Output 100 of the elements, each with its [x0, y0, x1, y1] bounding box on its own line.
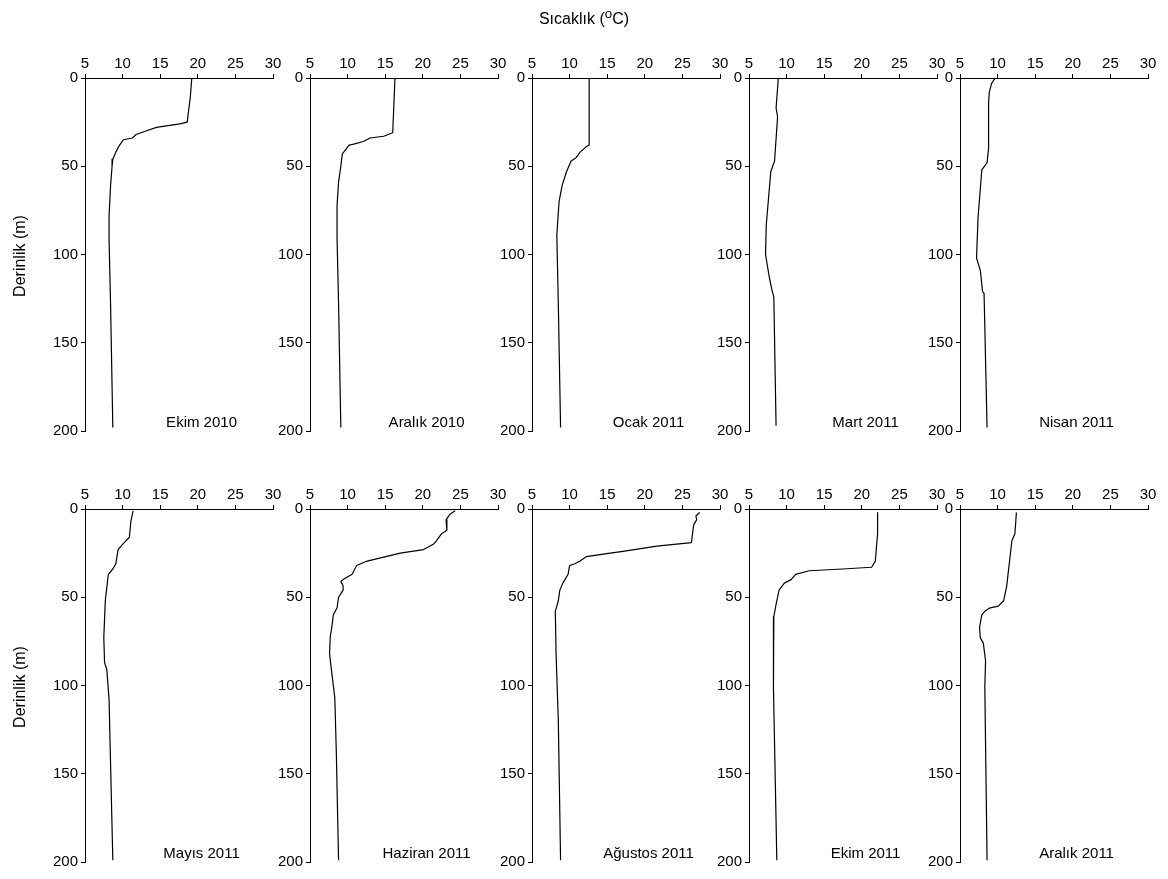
x-tick-label: 20: [1064, 485, 1082, 503]
y-tick-label: 150: [927, 763, 953, 781]
x-tick-label: 15: [1026, 54, 1044, 72]
x-tick-label: 25: [227, 54, 244, 72]
y-tick-label: 0: [516, 499, 525, 517]
text: Nisan 2011: [1039, 413, 1114, 430]
y-tick-label: 0: [69, 68, 78, 86]
x-tick-label: 10: [561, 485, 578, 503]
y-axis-title: Derinlik (m): [11, 644, 29, 730]
x-tick-label: 5: [744, 485, 754, 503]
x-tick-label: 20: [853, 54, 871, 72]
x-tick-label: 20: [636, 54, 654, 72]
y-tick-label: 100: [927, 244, 953, 262]
y-tick-label: 150: [716, 763, 742, 781]
text: Aralık 2011: [1039, 844, 1114, 861]
y-tick-label: 200: [277, 852, 303, 870]
x-tick-label: 10: [339, 54, 356, 72]
x-tick-label: 30: [928, 485, 946, 503]
x-tick-label: 30: [711, 54, 729, 72]
y-tick-label: 150: [52, 763, 78, 781]
y-tick-label: 100: [499, 675, 525, 693]
y-tick-label: 150: [277, 332, 303, 350]
x-tick-label: 30: [1139, 485, 1157, 503]
y-tick-label: 200: [927, 852, 953, 870]
y-tick-label: 0: [294, 68, 303, 86]
x-tick-label: 5: [80, 485, 90, 503]
x-tick-label: 10: [778, 485, 795, 503]
y-tick-label: 0: [69, 499, 78, 517]
x-tick-label: 25: [452, 54, 469, 72]
y-tick-label: 100: [716, 244, 742, 262]
x-tick-label: 15: [151, 485, 169, 503]
y-tick-label: 50: [936, 156, 953, 174]
y-tick-label: 0: [733, 68, 742, 86]
x-tick-label: 15: [815, 54, 833, 72]
x-tick-label: 30: [489, 485, 507, 503]
text: Ocak 2011: [612, 413, 685, 430]
x-tick-label: 25: [891, 54, 908, 72]
x-tick-label: 5: [527, 485, 537, 503]
y-tick-label: 100: [927, 675, 953, 693]
x-tick-label: 20: [1064, 54, 1082, 72]
y-tick-label: 100: [52, 244, 78, 262]
y-tick-label: 100: [277, 244, 303, 262]
x-tick-label: 15: [598, 485, 616, 503]
x-tick-label: 25: [674, 54, 691, 72]
x-tick-label: 10: [339, 485, 356, 503]
x-tick-label: 5: [527, 54, 537, 72]
x-tick-label: 25: [1102, 485, 1119, 503]
x-tick-label: 20: [636, 485, 654, 503]
y-tick-label: 150: [499, 332, 525, 350]
y-tick-label: 150: [277, 763, 303, 781]
y-tick-label: 50: [286, 156, 303, 174]
x-tick-label: 30: [489, 54, 507, 72]
y-tick-label: 0: [944, 499, 953, 517]
y-tick-label: 200: [716, 852, 742, 870]
y-tick-label: 50: [286, 587, 303, 605]
x-tick-label: 15: [376, 485, 394, 503]
x-tick-label: 20: [853, 485, 871, 503]
y-tick-label: 200: [499, 852, 525, 870]
y-tick-label: 200: [52, 852, 78, 870]
x-tick-label: 15: [151, 54, 169, 72]
y-tick-label: 50: [725, 156, 742, 174]
x-tick-label: 10: [114, 485, 131, 503]
y-tick-label: 200: [927, 421, 953, 439]
y-tick-label: 100: [277, 675, 303, 693]
y-tick-label: 0: [294, 499, 303, 517]
text: Mayıs 2011: [163, 844, 240, 861]
x-tick-label: 10: [989, 485, 1006, 503]
x-tick-label: 30: [1139, 54, 1157, 72]
x-tick-label: 5: [955, 54, 965, 72]
y-tick-label: 100: [52, 675, 78, 693]
x-tick-label: 25: [1102, 54, 1119, 72]
x-tick-label: 10: [561, 54, 578, 72]
y-tick-label: 50: [61, 587, 78, 605]
x-tick-label: 25: [891, 485, 908, 503]
y-axis-title: Derinlik (m): [11, 213, 29, 299]
text: Haziran 2011: [382, 844, 471, 861]
x-tick-label: 15: [1026, 485, 1044, 503]
y-tick-label: 0: [516, 68, 525, 86]
y-tick-label: 50: [936, 587, 953, 605]
x-tick-label: 30: [264, 485, 282, 503]
y-tick-label: 200: [716, 421, 742, 439]
x-tick-label: 15: [598, 54, 616, 72]
x-tick-label: 5: [955, 485, 965, 503]
x-tick-label: 30: [928, 54, 946, 72]
x-tick-label: 10: [989, 54, 1006, 72]
y-tick-label: 100: [716, 675, 742, 693]
text: Aralık 2010: [388, 413, 465, 430]
y-tick-label: 50: [508, 587, 525, 605]
x-tick-label: 5: [80, 54, 90, 72]
y-tick-label: 50: [61, 156, 78, 174]
x-tick-label: 10: [114, 54, 131, 72]
x-tick-label: 20: [414, 485, 432, 503]
x-axis-title: Sıcaklık ($^{o}$C): [537, 6, 631, 29]
x-tick-label: 5: [305, 54, 315, 72]
text: Mart 2011: [832, 413, 899, 430]
x-tick-label: 20: [414, 54, 432, 72]
x-tick-label: 5: [744, 54, 754, 72]
x-tick-label: 20: [189, 54, 207, 72]
y-tick-label: 150: [927, 332, 953, 350]
x-tick-label: 25: [452, 485, 469, 503]
